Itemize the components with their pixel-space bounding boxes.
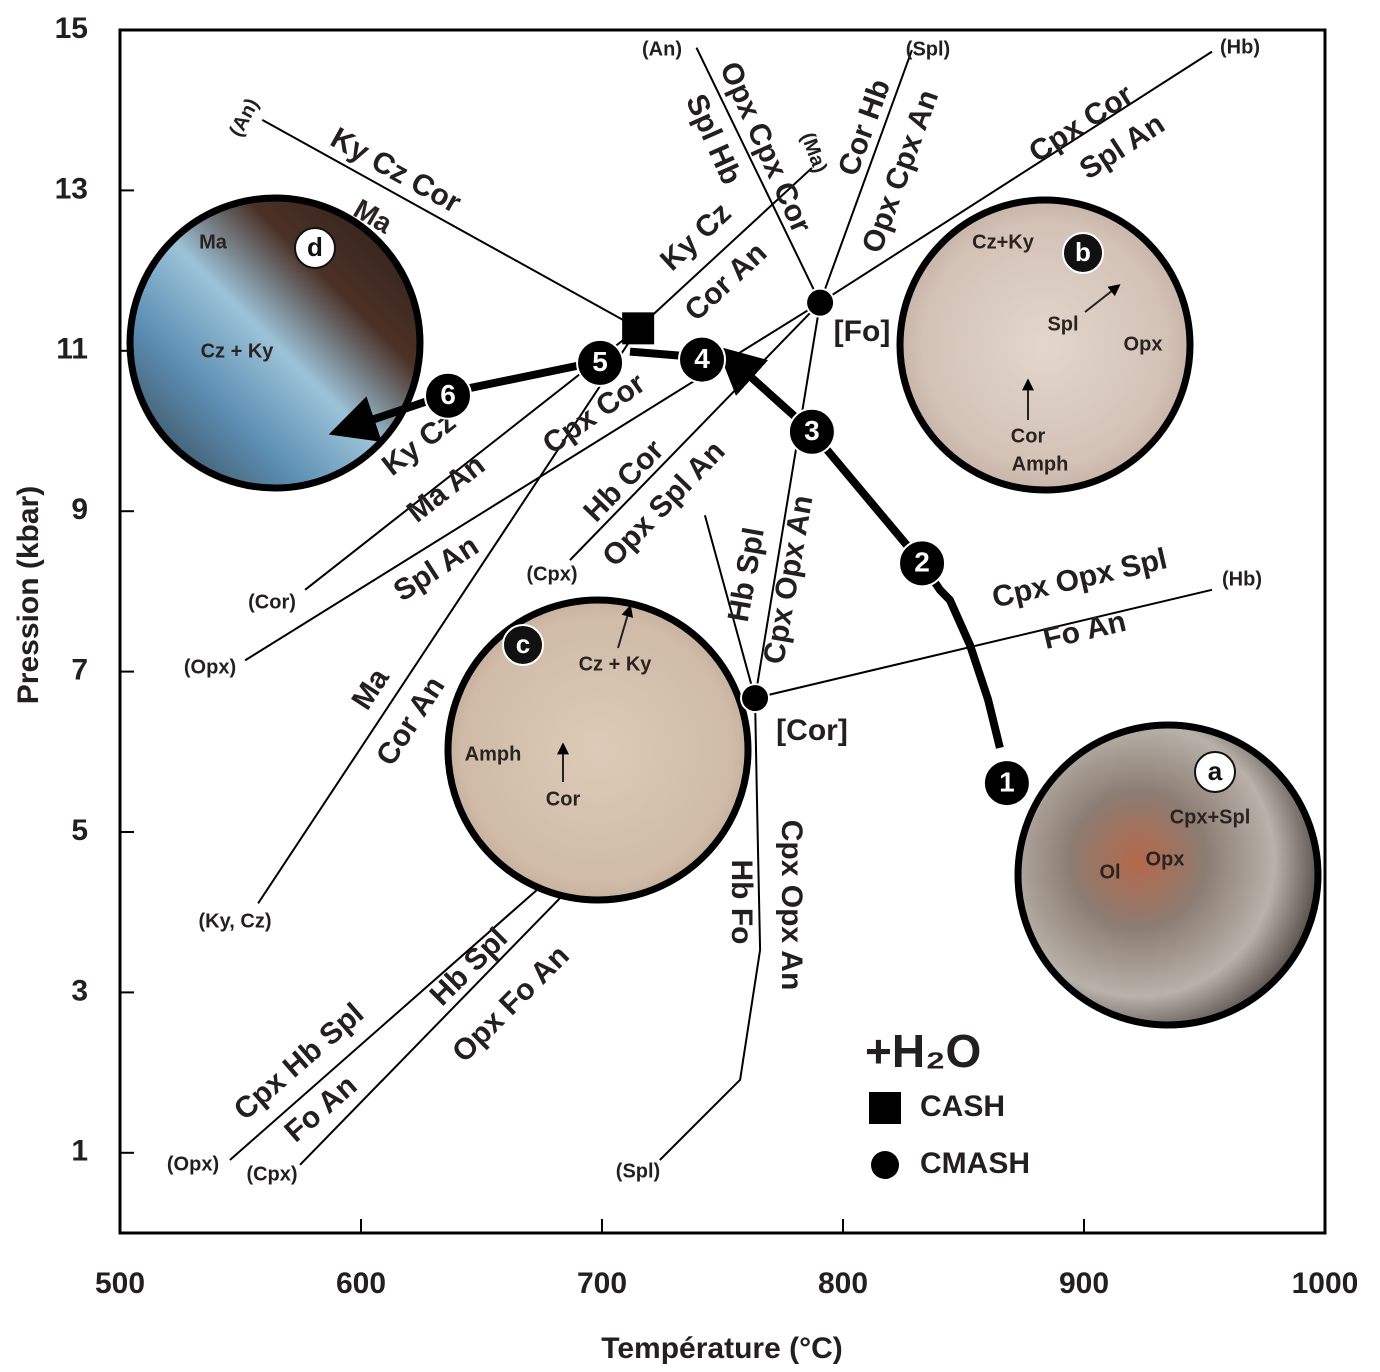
photo-label: Cz + Ky (579, 653, 653, 675)
step-label: 5 (592, 346, 608, 377)
reaction-label: Cpx Opx An (775, 820, 808, 991)
reaction-label: Hb Fo (725, 860, 758, 945)
reaction-name: (Ma) (796, 130, 831, 176)
x-tick-label: 800 (818, 1267, 868, 1300)
step-label: 2 (914, 547, 930, 578)
photo-letter: c (516, 629, 530, 659)
reaction-name: (Cor) (248, 591, 296, 613)
x-tick-label: 1000 (1292, 1267, 1359, 1300)
photo (130, 198, 420, 488)
y-tick-label: 3 (71, 974, 88, 1007)
reaction-name: (An) (642, 38, 682, 60)
page: P-T diagram {"chart_data": { "type": "ph… (0, 0, 1380, 1372)
photo-label: Spl (1047, 313, 1078, 335)
reaction-name: (Opx) (184, 656, 236, 678)
reaction-name: (Opx) (167, 1153, 219, 1175)
step-label: 3 (804, 415, 820, 446)
photo-letter: a (1208, 756, 1223, 786)
step-label: 1 (999, 766, 1015, 797)
y-tick-label: 7 (71, 654, 88, 687)
photo-label: Cor (1011, 425, 1046, 447)
photo-label: Opx (1124, 333, 1163, 355)
photo-label: Cz+Ky (972, 231, 1035, 253)
reaction-name: (Cpx) (526, 563, 577, 585)
photo-label: Ma (199, 231, 228, 253)
photo-label: Ol (1099, 861, 1120, 883)
reaction-name: (Hb) (1220, 36, 1260, 58)
square-marker (622, 312, 654, 344)
body: a Cpx+Spl Opx Ol b Cz+Ky Spl Opx Cor Amph c Cz + Ky… (0, 0, 1380, 1372)
photo-label: Cz + Ky (201, 340, 275, 362)
y-tick-label: 9 (71, 493, 88, 526)
photo-label: Opx (1146, 848, 1185, 870)
x-tick-label: 900 (1059, 1267, 1109, 1300)
photo (1018, 725, 1318, 1025)
reaction-name: (Spl) (906, 38, 950, 60)
photo-letter: d (307, 232, 323, 262)
legend-label: CASH (920, 1090, 1005, 1123)
y-tick-label: 13 (55, 172, 88, 205)
square-marker (869, 1092, 901, 1124)
reaction-name: (Cpx) (246, 1163, 297, 1185)
chart: a Cpx+Spl Opx Ol b Cz+Ky Spl Opx Cor Amph c Cz + Ky… (0, 0, 1380, 1372)
reaction-label: Cpx Opx An (757, 493, 819, 667)
legend-label: CMASH (920, 1147, 1030, 1180)
invariant-label: [Cor] (776, 714, 848, 747)
circle-marker (741, 684, 769, 712)
photo-label: Cpx+Spl (1170, 806, 1251, 828)
legend-title: +H₂O (865, 1025, 981, 1077)
reaction-name: (Spl) (616, 1160, 660, 1182)
y-tick-label: 15 (55, 12, 88, 45)
y-tick-label: 5 (71, 814, 88, 847)
step-label: 6 (440, 379, 456, 410)
y-tick-label: 1 (71, 1135, 88, 1168)
reaction-name: (Hb) (1222, 568, 1262, 590)
photo-label: Amph (465, 743, 522, 765)
x-tick-label: 600 (336, 1267, 386, 1300)
reaction-name: (An) (225, 95, 263, 141)
x-tick-label: 700 (577, 1267, 627, 1300)
invariant-label: [Fo] (834, 315, 891, 348)
photo-label: Amph (1012, 453, 1069, 475)
x-tick-label: 500 (95, 1267, 145, 1300)
circle-marker (871, 1151, 899, 1179)
photo-label: Cor (546, 788, 581, 810)
reaction-label: Ky Cz Cor (325, 121, 467, 220)
reaction-label: Fo An (1040, 605, 1129, 656)
reaction-name: (Ky, Cz) (199, 910, 272, 932)
x-axis-label: Température (°C) (601, 1332, 842, 1365)
photo-letter: b (1075, 237, 1091, 267)
circle-marker (806, 289, 834, 317)
step-label: 4 (694, 343, 710, 374)
reaction-label: Hb Spl (722, 525, 771, 624)
reaction-label: Cpx Opx Spl (989, 542, 1170, 614)
y-tick-label: 11 (56, 333, 88, 366)
y-axis-label: Pression (kbar) (12, 486, 45, 704)
